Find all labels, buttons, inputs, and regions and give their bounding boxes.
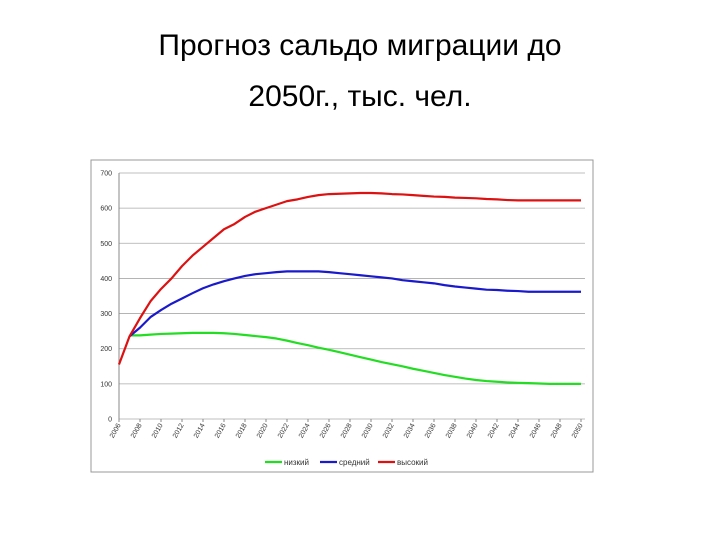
x-tick-label: 2036 xyxy=(424,422,438,439)
y-tick-label: 400 xyxy=(100,276,112,283)
chart-frame xyxy=(90,159,594,473)
x-tick-label: 2048 xyxy=(550,422,564,439)
x-tick-label: 2016 xyxy=(214,422,228,439)
legend-label: высокий xyxy=(397,458,428,467)
x-tick-label: 2006 xyxy=(109,422,123,439)
y-tick-label: 700 xyxy=(100,171,112,178)
x-tick-label: 2046 xyxy=(529,422,543,439)
y-tick-label: 300 xyxy=(100,311,112,318)
x-tick-label: 2034 xyxy=(403,422,417,439)
title-line: 2050г., тыс. чел. xyxy=(248,80,471,113)
series-line xyxy=(117,191,581,365)
title-line: Прогноз сальдо миграции до xyxy=(158,29,561,62)
y-tick-label: 200 xyxy=(100,346,112,353)
x-tick-label: 2010 xyxy=(151,422,165,439)
x-tick-label: 2018 xyxy=(235,422,249,439)
series-line xyxy=(128,270,581,338)
x-tick-label: 2040 xyxy=(466,422,480,439)
x-tick-label: 2014 xyxy=(193,422,207,439)
x-tick-label: 2030 xyxy=(361,422,375,439)
series-line xyxy=(129,331,581,385)
x-tick-label: 2008 xyxy=(130,422,144,439)
x-tick-label: 2044 xyxy=(508,422,522,439)
x-tick-label: 2032 xyxy=(382,422,396,439)
legend-label: средний xyxy=(339,458,370,467)
x-tick-label: 2028 xyxy=(340,422,354,439)
y-tick-label: 100 xyxy=(100,381,112,388)
y-tick-label: 600 xyxy=(100,206,112,213)
x-tick-label: 2012 xyxy=(172,422,186,439)
x-tick-label: 2022 xyxy=(277,422,291,439)
y-tick-label: 500 xyxy=(100,241,112,248)
x-tick-label: 2020 xyxy=(256,422,270,439)
x-tick-label: 2038 xyxy=(445,422,459,439)
legend-label: низкий xyxy=(284,458,309,467)
x-tick-label: 2050 xyxy=(571,422,585,439)
x-tick-label: 2026 xyxy=(319,422,333,439)
x-tick-label: 2042 xyxy=(487,422,501,439)
x-tick-label: 2024 xyxy=(298,422,312,439)
y-tick-label: 0 xyxy=(108,417,112,424)
